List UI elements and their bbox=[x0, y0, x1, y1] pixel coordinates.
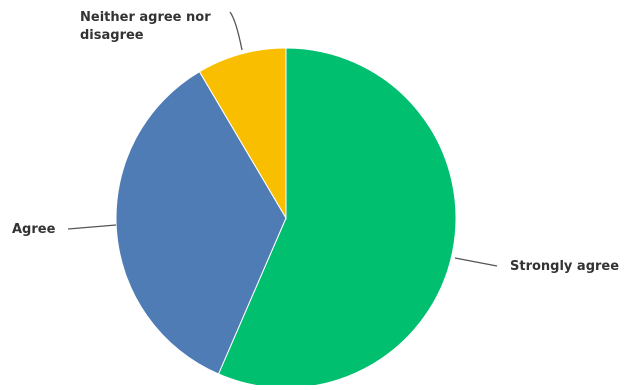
leader-line-neither-agree-nor-disagree bbox=[229, 11, 243, 51]
slice-label-agree: Agree bbox=[12, 222, 56, 237]
leader-line-strongly-agree bbox=[454, 257, 498, 267]
leader-line-agree bbox=[67, 224, 117, 230]
labels-layer: Strongly agree Agree Neither agree nor disa… bbox=[12, 10, 619, 274]
pie-slice-agree bbox=[115, 70, 287, 375]
slice-label-neither-agree-nor-disagree: Neither agree nor disagree bbox=[80, 10, 211, 43]
leader-lines-layer bbox=[67, 11, 498, 267]
slices-layer bbox=[115, 47, 457, 389]
slice-label-strongly-agree: Strongly agree bbox=[510, 259, 619, 274]
pie-slice-neither-agree-nor-disagree bbox=[198, 47, 287, 220]
